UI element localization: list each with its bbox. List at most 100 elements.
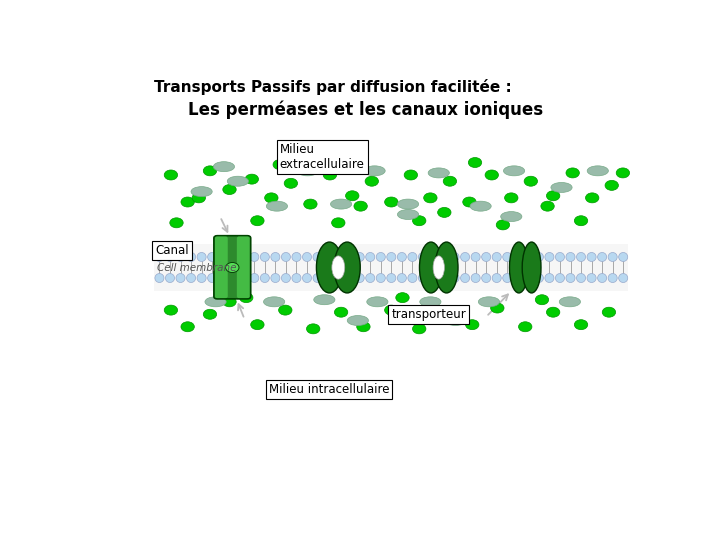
- Ellipse shape: [387, 274, 396, 282]
- Ellipse shape: [450, 253, 459, 261]
- Ellipse shape: [345, 253, 354, 261]
- Circle shape: [332, 218, 345, 228]
- Ellipse shape: [428, 168, 449, 178]
- Ellipse shape: [555, 253, 564, 261]
- Circle shape: [413, 324, 426, 334]
- Ellipse shape: [500, 212, 522, 221]
- Ellipse shape: [534, 274, 544, 282]
- Circle shape: [251, 320, 264, 329]
- Ellipse shape: [471, 274, 480, 282]
- Circle shape: [240, 293, 253, 302]
- Ellipse shape: [332, 256, 345, 279]
- Ellipse shape: [334, 242, 360, 293]
- Ellipse shape: [445, 315, 466, 326]
- Ellipse shape: [313, 274, 322, 282]
- Ellipse shape: [314, 295, 335, 305]
- FancyBboxPatch shape: [214, 235, 251, 299]
- Ellipse shape: [186, 274, 196, 282]
- Circle shape: [334, 307, 348, 317]
- Ellipse shape: [492, 274, 501, 282]
- Circle shape: [404, 170, 418, 180]
- Ellipse shape: [524, 274, 533, 282]
- Circle shape: [384, 305, 398, 315]
- Ellipse shape: [503, 253, 512, 261]
- Ellipse shape: [364, 166, 385, 176]
- Circle shape: [605, 180, 618, 191]
- Ellipse shape: [218, 253, 228, 261]
- Ellipse shape: [478, 297, 500, 307]
- Circle shape: [304, 199, 317, 209]
- Ellipse shape: [292, 253, 301, 261]
- Ellipse shape: [429, 253, 438, 261]
- Circle shape: [284, 178, 297, 188]
- Ellipse shape: [282, 253, 290, 261]
- Ellipse shape: [435, 242, 458, 293]
- Ellipse shape: [492, 253, 501, 261]
- Ellipse shape: [470, 201, 491, 211]
- Ellipse shape: [566, 274, 575, 282]
- Ellipse shape: [439, 274, 449, 282]
- Circle shape: [245, 174, 258, 184]
- Ellipse shape: [264, 297, 284, 307]
- Ellipse shape: [155, 253, 164, 261]
- Ellipse shape: [266, 201, 287, 211]
- Ellipse shape: [282, 274, 290, 282]
- Circle shape: [423, 193, 437, 203]
- Ellipse shape: [228, 176, 248, 186]
- Circle shape: [575, 320, 588, 329]
- Ellipse shape: [588, 166, 608, 176]
- Circle shape: [170, 218, 183, 228]
- Circle shape: [541, 201, 554, 211]
- Ellipse shape: [418, 274, 428, 282]
- Circle shape: [307, 324, 320, 334]
- Ellipse shape: [450, 274, 459, 282]
- Ellipse shape: [510, 242, 528, 293]
- Ellipse shape: [461, 253, 469, 261]
- Ellipse shape: [397, 210, 418, 219]
- Ellipse shape: [559, 297, 580, 307]
- Circle shape: [496, 220, 510, 230]
- Ellipse shape: [577, 253, 585, 261]
- Circle shape: [251, 216, 264, 226]
- Circle shape: [279, 305, 292, 315]
- Ellipse shape: [618, 274, 628, 282]
- Circle shape: [466, 320, 479, 329]
- Ellipse shape: [271, 253, 280, 261]
- Ellipse shape: [471, 253, 480, 261]
- Circle shape: [203, 309, 217, 319]
- Ellipse shape: [355, 274, 364, 282]
- Ellipse shape: [366, 253, 375, 261]
- Text: Canal: Canal: [156, 244, 189, 256]
- Circle shape: [225, 262, 239, 273]
- Circle shape: [546, 191, 560, 201]
- Ellipse shape: [207, 274, 217, 282]
- Circle shape: [181, 322, 194, 332]
- Ellipse shape: [387, 253, 396, 261]
- Ellipse shape: [503, 274, 512, 282]
- Ellipse shape: [313, 253, 322, 261]
- Text: Milieu intracellulaire: Milieu intracellulaire: [269, 383, 389, 396]
- Ellipse shape: [345, 274, 354, 282]
- Ellipse shape: [292, 274, 301, 282]
- Circle shape: [463, 197, 476, 207]
- Text: transporteur: transporteur: [392, 308, 466, 321]
- Circle shape: [441, 309, 454, 319]
- Ellipse shape: [397, 199, 418, 209]
- Ellipse shape: [302, 274, 312, 282]
- Ellipse shape: [218, 274, 228, 282]
- Ellipse shape: [439, 253, 449, 261]
- Ellipse shape: [366, 297, 388, 307]
- Ellipse shape: [503, 166, 525, 176]
- Circle shape: [181, 197, 194, 207]
- Circle shape: [203, 166, 217, 176]
- Ellipse shape: [555, 274, 564, 282]
- Ellipse shape: [366, 274, 375, 282]
- Circle shape: [354, 201, 367, 211]
- Ellipse shape: [250, 274, 258, 282]
- Ellipse shape: [176, 253, 185, 261]
- Ellipse shape: [433, 256, 444, 279]
- Ellipse shape: [566, 253, 575, 261]
- Ellipse shape: [598, 274, 607, 282]
- Circle shape: [524, 176, 538, 186]
- Text: Cell membrane: Cell membrane: [157, 262, 236, 273]
